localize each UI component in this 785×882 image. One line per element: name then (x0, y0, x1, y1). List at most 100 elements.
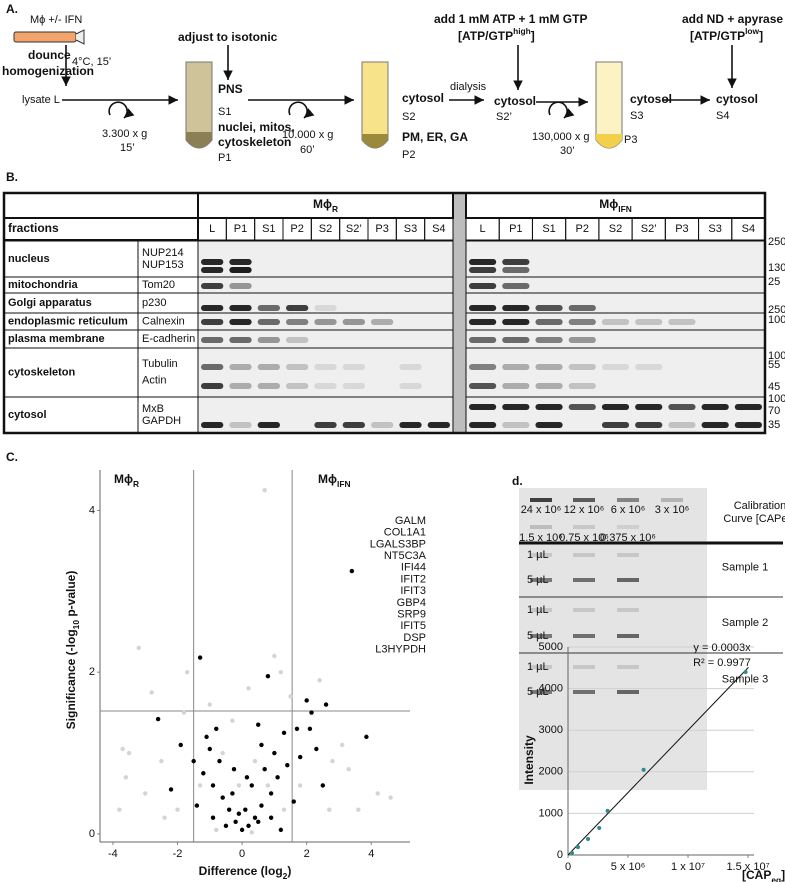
gel-band (617, 498, 639, 502)
data-point (743, 669, 748, 674)
blot-band (568, 319, 596, 325)
lane-label: S2’ (346, 223, 362, 235)
text-part: low (745, 26, 759, 36)
table-header: fractions (8, 221, 59, 235)
fraction-label: P1 (218, 152, 231, 164)
gene-label: DSP (403, 632, 426, 644)
volume-label: 1 µL (527, 549, 549, 561)
data-point (268, 791, 274, 796)
mw-label: 45 (768, 381, 780, 393)
blot-band (257, 337, 280, 343)
text-part: Mϕ (313, 197, 332, 211)
data-point (220, 795, 225, 800)
blot-band (469, 305, 497, 311)
data-point (388, 795, 393, 800)
fraction-name: nucleus (8, 253, 50, 265)
group-label: MϕIFN (599, 197, 632, 214)
blot-band (286, 337, 309, 343)
y-tick-label: 2000 (539, 766, 563, 778)
data-point (178, 742, 183, 748)
blot-band (601, 319, 630, 325)
blot-band (229, 259, 252, 265)
blot-band (469, 259, 497, 265)
panel-label: A. (6, 2, 18, 16)
marker-name: NUP214 (142, 247, 184, 259)
data-point (259, 803, 264, 808)
text-part: Difference (log (199, 864, 283, 878)
gel-band (573, 608, 595, 612)
mw-label: 55 (768, 359, 780, 371)
lane-label: S3 (404, 223, 417, 235)
gel-band (573, 634, 595, 638)
x-tick-label: 0 (565, 861, 571, 873)
gel-band (530, 665, 552, 669)
blot-band (257, 422, 280, 428)
text-part: eq (771, 875, 781, 882)
mw-label: 70 (768, 405, 780, 417)
lane-label: S2’ (641, 223, 657, 235)
data-point (304, 698, 309, 703)
data-point (155, 716, 161, 722)
standard-label: 3 x 10⁶ (655, 504, 690, 516)
text-part: ] (759, 29, 763, 43)
x-tick-label: 5 x 10⁶ (611, 861, 646, 873)
gel-band (573, 578, 595, 582)
blot-band (535, 305, 563, 311)
data-point (236, 783, 242, 788)
marker-name: MxB (142, 403, 164, 415)
fraction-name: cytosol (8, 409, 47, 421)
gel-band (617, 665, 639, 669)
mw-label: 250 (768, 304, 785, 316)
blot-band (502, 337, 530, 343)
speed-label: 130,000 x g (532, 131, 590, 143)
text-part: ] (781, 868, 785, 882)
blot-band (502, 422, 530, 428)
gene-label: NT5C3A (384, 550, 427, 562)
cells-label: Mϕ +/- IFN (30, 14, 82, 26)
gene-label: IFIT3 (400, 585, 426, 597)
x-tick-label: 0 (239, 848, 245, 860)
blot-band (201, 383, 224, 389)
standard-label: 12 x 10⁶ (564, 504, 605, 516)
blot-band (601, 404, 630, 410)
condition-label: [ATP/GTPlow] (690, 26, 763, 43)
data-point (259, 742, 264, 748)
fraction-label: P3 (624, 134, 637, 146)
blot-band (568, 404, 596, 410)
mw-label: 100 (768, 393, 785, 405)
fraction-name: PNS (218, 82, 243, 96)
data-point (291, 799, 296, 804)
data-point (136, 645, 141, 651)
blot-band (427, 422, 450, 428)
data-point (356, 807, 361, 812)
blot-band (229, 364, 252, 370)
blot-band (286, 319, 309, 325)
data-point (597, 825, 602, 830)
gene-label: SRP9 (397, 609, 426, 621)
x-tick-label: 4 (368, 848, 374, 860)
data-point (223, 823, 229, 829)
panel-label: B. (6, 170, 18, 184)
blot-band (469, 383, 497, 389)
fraction-name: nuclei, mitos, (218, 120, 295, 134)
blot-band (257, 319, 280, 325)
y-tick-label: 5000 (539, 641, 563, 653)
blot-band (201, 259, 224, 265)
marker-name: Tom20 (142, 279, 175, 291)
blot-band (469, 283, 497, 289)
equation-label: y = 0.0003x (693, 642, 751, 654)
data-point (605, 808, 610, 813)
blot-band (502, 364, 530, 370)
data-point (275, 775, 280, 780)
data-point (288, 694, 293, 699)
blot-band (502, 283, 530, 289)
x-tick-label: 1.5 x 10⁷ (726, 861, 769, 873)
panel-a-shapes (13, 29, 737, 149)
data-point (201, 771, 206, 776)
data-point (278, 827, 284, 833)
marker-name: E-cadherin (142, 333, 195, 345)
data-point (256, 819, 261, 824)
y-tick-label: 2 (89, 666, 95, 678)
gel-band (530, 525, 552, 529)
